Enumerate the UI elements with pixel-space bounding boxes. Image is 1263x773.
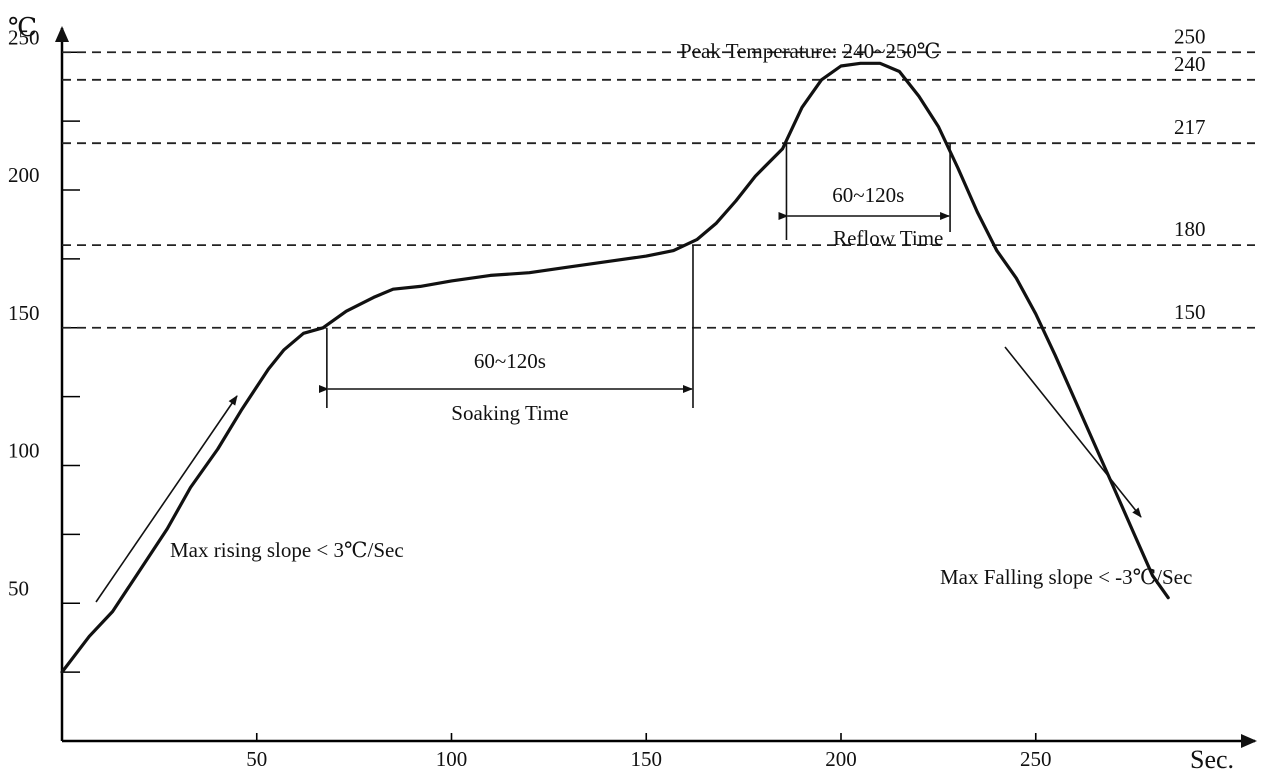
reference-label-250: 250 bbox=[1174, 24, 1206, 48]
temperature-profile-line bbox=[60, 61, 1170, 674]
soaking-duration-label: 60~120s bbox=[474, 349, 546, 373]
x-tick-label: 100 bbox=[436, 747, 468, 771]
reference-label-217: 217 bbox=[1174, 115, 1206, 139]
y-tick-label: 200 bbox=[8, 163, 40, 187]
reference-label-180: 180 bbox=[1174, 217, 1206, 241]
reference-label-240: 240 bbox=[1174, 52, 1206, 76]
x-tick-label: 150 bbox=[631, 747, 663, 771]
soaking-time-label: Soaking Time bbox=[451, 401, 568, 425]
x-tick-label: 250 bbox=[1020, 747, 1052, 771]
x-tick-label: 50 bbox=[246, 747, 267, 771]
x-axis-unit-label: Sec. bbox=[1190, 745, 1234, 773]
falling-slope-label: Max Falling slope < -3℃/Sec bbox=[940, 565, 1192, 589]
falling-slope-arrow bbox=[1004, 346, 1142, 518]
y-tick-label: 150 bbox=[8, 301, 40, 325]
y-tick-label: 100 bbox=[8, 439, 40, 463]
y-axis-unit-label: ℃ bbox=[8, 13, 37, 42]
reference-label-150: 150 bbox=[1174, 300, 1206, 324]
reflow-duration-label: 60~120s bbox=[832, 183, 904, 207]
reflow-time-label: Reflow Time bbox=[833, 226, 943, 250]
rising-slope-arrow bbox=[95, 395, 238, 603]
rising-slope-label: Max rising slope < 3℃/Sec bbox=[170, 538, 404, 562]
y-tick-label: 50 bbox=[8, 576, 29, 600]
y-tick-label: 250 bbox=[8, 25, 40, 49]
peak-temperature-annotation: Peak Temperature: 240~250℃ bbox=[680, 39, 940, 63]
x-tick-label: 200 bbox=[825, 747, 857, 771]
